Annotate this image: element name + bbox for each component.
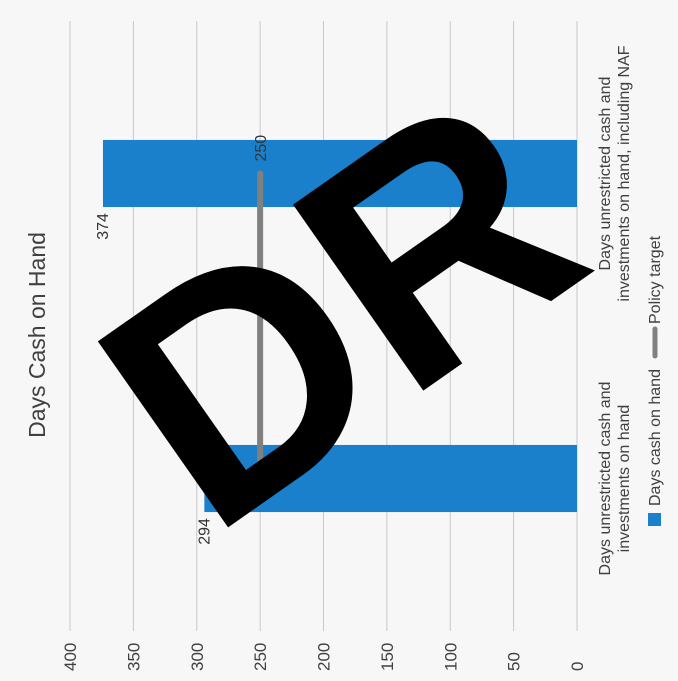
legend-swatch-days-cash [648, 513, 661, 526]
bar-data-label: 294 [196, 518, 213, 545]
y-tick-label: 350 [124, 643, 143, 671]
y-tick-labels: 0 50 100 150 200 250 300 350 400 [61, 643, 587, 671]
y-tick-label: 400 [61, 643, 80, 671]
y-tick-label: 150 [378, 643, 397, 671]
legend-label: Days cash on hand [647, 369, 664, 506]
y-tick-label: 200 [315, 643, 334, 671]
bar [204, 444, 577, 513]
category-label: Days unrestricted cash and investments on… [597, 382, 633, 576]
target-data-label: 250 [253, 135, 270, 162]
y-tick-label: 100 [441, 643, 460, 671]
chart-rotated-group: 0 50 100 150 200 250 300 350 400 Days unrestrict… [24, 21, 664, 671]
category-label: Days unrestricted cash and investments on… [597, 45, 633, 301]
chart-title: Days Cash on Hand [24, 232, 50, 438]
bar [102, 139, 578, 208]
y-tick-label: 250 [251, 643, 270, 671]
y-tick-label: 50 [505, 652, 524, 671]
bar-data-label: 374 [95, 213, 112, 240]
data-labels: 294 374 250 [95, 135, 270, 545]
legend-label: Policy target [647, 235, 664, 324]
bars [102, 139, 578, 513]
category-labels: Days unrestricted cash and investments on… [597, 45, 633, 575]
legend: Days cash on hand Policy target [647, 235, 664, 526]
y-tick-label: 0 [568, 662, 587, 671]
y-tick-label: 300 [188, 643, 207, 671]
